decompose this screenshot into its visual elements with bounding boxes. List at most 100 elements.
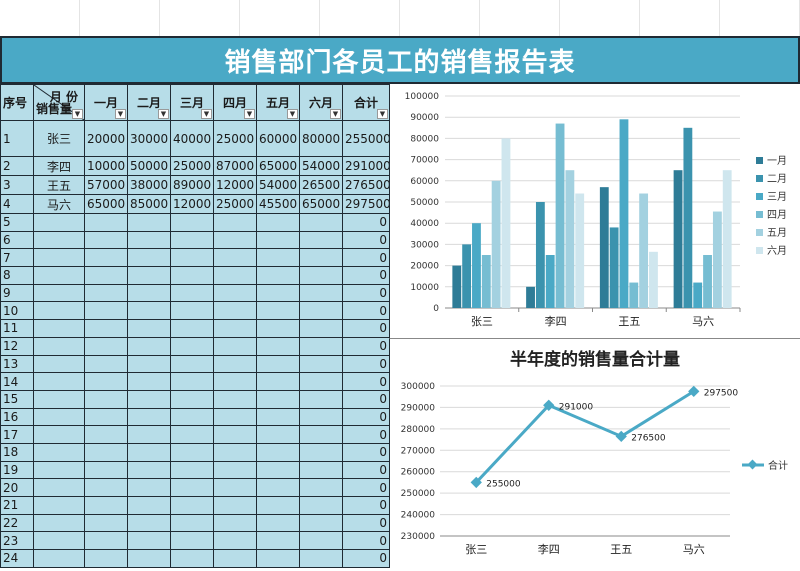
name-cell[interactable] (33, 230, 85, 250)
month-value-cell[interactable] (84, 407, 128, 427)
total-cell[interactable]: 0 (342, 266, 390, 285)
month-value-cell[interactable] (299, 283, 343, 303)
month-value-cell[interactable] (213, 248, 257, 268)
month-value-cell[interactable] (213, 549, 257, 568)
month-value-cell[interactable] (213, 283, 257, 303)
month-value-cell[interactable]: 10000 (84, 156, 128, 176)
name-cell[interactable] (33, 372, 85, 391)
month-value-cell[interactable] (256, 301, 300, 321)
month-value-cell[interactable] (127, 442, 171, 462)
month-value-cell[interactable] (256, 336, 300, 356)
total-cell[interactable]: 0 (342, 213, 390, 232)
month-value-cell[interactable] (213, 336, 257, 356)
month-value-cell[interactable]: 38000 (127, 175, 171, 195)
month-value-cell[interactable] (127, 283, 171, 303)
filter-dropdown-icon[interactable]: ▼ (201, 109, 212, 119)
filter-dropdown-icon[interactable]: ▼ (115, 109, 126, 119)
month-value-cell[interactable] (256, 496, 300, 515)
month-value-cell[interactable] (84, 478, 128, 497)
month-value-cell[interactable]: 89000 (170, 175, 214, 195)
month-value-cell[interactable] (127, 372, 171, 391)
name-cell[interactable] (33, 442, 85, 462)
month-value-cell[interactable] (170, 266, 214, 285)
row-number-cell[interactable]: 19 (0, 460, 34, 480)
month-value-cell[interactable] (127, 496, 171, 515)
month-value-cell[interactable] (84, 213, 128, 232)
month-value-cell[interactable] (213, 442, 257, 462)
month-value-cell[interactable]: 65000 (84, 194, 128, 214)
name-cell[interactable]: 张三 (33, 120, 85, 157)
month-value-cell[interactable]: 57000 (84, 175, 128, 195)
row-number-cell[interactable]: 18 (0, 442, 34, 462)
month-value-cell[interactable] (84, 354, 128, 374)
header-total[interactable]: 合计 ▼ (342, 84, 390, 121)
row-number-cell[interactable]: 23 (0, 531, 34, 551)
name-cell[interactable] (33, 549, 85, 568)
total-cell[interactable]: 0 (342, 301, 390, 321)
month-value-cell[interactable]: 12000 (213, 175, 257, 195)
sales-table[interactable]: 序号 月 份 销售量 ▼ 一月 ▼ 二月 ▼ 三月 ▼ 四月 ▼ 五月 ▼ 六月 ▼ 合计 ▼… (0, 84, 390, 568)
month-value-cell[interactable]: 12000 (170, 194, 214, 214)
month-value-cell[interactable] (256, 513, 300, 533)
month-value-cell[interactable] (170, 549, 214, 568)
month-value-cell[interactable] (256, 354, 300, 374)
row-number-cell[interactable]: 5 (0, 213, 34, 232)
month-value-cell[interactable] (256, 549, 300, 568)
month-value-cell[interactable] (84, 549, 128, 568)
row-number-cell[interactable]: 1 (0, 120, 34, 157)
month-value-cell[interactable] (127, 407, 171, 427)
month-value-cell[interactable]: 54000 (299, 156, 343, 176)
month-value-cell[interactable] (84, 336, 128, 356)
month-value-cell[interactable] (256, 230, 300, 250)
row-number-cell[interactable]: 2 (0, 156, 34, 176)
month-value-cell[interactable]: 20000 (84, 120, 128, 157)
month-value-cell[interactable] (299, 460, 343, 480)
row-number-cell[interactable]: 15 (0, 389, 34, 409)
month-value-cell[interactable]: 60000 (256, 120, 300, 157)
month-value-cell[interactable] (299, 496, 343, 515)
month-value-cell[interactable] (299, 425, 343, 444)
name-cell[interactable] (33, 283, 85, 303)
row-number-cell[interactable]: 7 (0, 248, 34, 268)
total-cell[interactable]: 291000 (342, 156, 390, 176)
month-value-cell[interactable] (299, 531, 343, 551)
month-value-cell[interactable] (170, 478, 214, 497)
month-value-cell[interactable]: 25000 (213, 194, 257, 214)
month-value-cell[interactable] (170, 372, 214, 391)
row-number-cell[interactable]: 22 (0, 513, 34, 533)
month-value-cell[interactable] (84, 460, 128, 480)
month-value-cell[interactable] (127, 301, 171, 321)
name-cell[interactable] (33, 389, 85, 409)
month-value-cell[interactable] (170, 407, 214, 427)
month-value-cell[interactable] (256, 407, 300, 427)
total-cell[interactable]: 255000 (342, 120, 390, 157)
filter-dropdown-icon[interactable]: ▼ (158, 109, 169, 119)
name-cell[interactable] (33, 407, 85, 427)
name-cell[interactable]: 王五 (33, 175, 85, 195)
month-value-cell[interactable] (256, 389, 300, 409)
month-value-cell[interactable] (256, 531, 300, 551)
month-value-cell[interactable] (170, 301, 214, 321)
month-value-cell[interactable] (256, 248, 300, 268)
month-value-cell[interactable] (170, 230, 214, 250)
month-value-cell[interactable] (299, 354, 343, 374)
month-value-cell[interactable] (127, 354, 171, 374)
total-cell[interactable]: 0 (342, 549, 390, 568)
header-month-3[interactable]: 三月 ▼ (170, 84, 214, 121)
name-cell[interactable] (33, 213, 85, 232)
month-value-cell[interactable] (127, 213, 171, 232)
report-title-banner[interactable]: 销售部门各员工的销售报告表 (0, 36, 800, 84)
total-cell[interactable]: 0 (342, 230, 390, 250)
month-value-cell[interactable] (213, 425, 257, 444)
total-cell[interactable]: 0 (342, 513, 390, 533)
month-value-cell[interactable]: 65000 (299, 194, 343, 214)
total-cell[interactable]: 0 (342, 425, 390, 444)
name-cell[interactable] (33, 266, 85, 285)
header-month-4[interactable]: 四月 ▼ (213, 84, 257, 121)
month-value-cell[interactable] (127, 266, 171, 285)
month-value-cell[interactable] (84, 301, 128, 321)
month-value-cell[interactable] (84, 496, 128, 515)
month-value-cell[interactable]: 65000 (256, 156, 300, 176)
name-cell[interactable] (33, 513, 85, 533)
month-value-cell[interactable] (84, 266, 128, 285)
